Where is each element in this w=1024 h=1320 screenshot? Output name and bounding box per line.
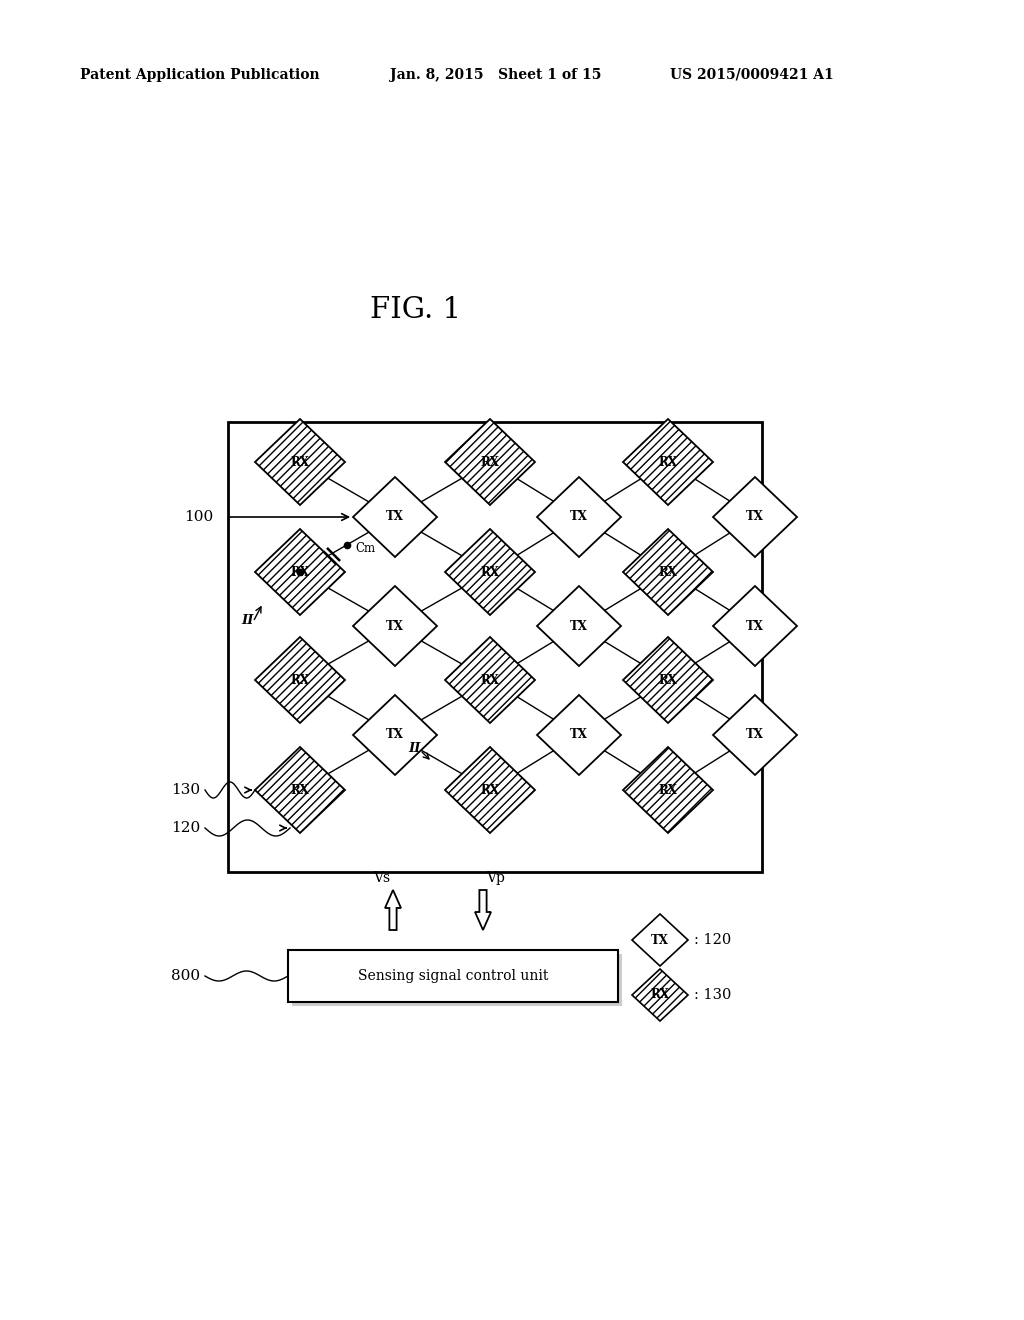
Text: RX: RX bbox=[291, 455, 309, 469]
Text: TX: TX bbox=[570, 729, 588, 742]
Polygon shape bbox=[445, 418, 535, 506]
Text: 130: 130 bbox=[171, 783, 200, 797]
Text: Vs: Vs bbox=[373, 871, 390, 884]
Text: RX: RX bbox=[291, 565, 309, 578]
Text: TX: TX bbox=[570, 619, 588, 632]
Text: TX: TX bbox=[746, 511, 764, 524]
Text: RX: RX bbox=[658, 455, 678, 469]
Polygon shape bbox=[632, 913, 688, 966]
Polygon shape bbox=[445, 529, 535, 615]
Polygon shape bbox=[623, 529, 713, 615]
Text: Jan. 8, 2015   Sheet 1 of 15: Jan. 8, 2015 Sheet 1 of 15 bbox=[390, 69, 601, 82]
Bar bbox=[292, 954, 622, 1006]
Polygon shape bbox=[537, 586, 621, 667]
Polygon shape bbox=[713, 586, 797, 667]
Text: US 2015/0009421 A1: US 2015/0009421 A1 bbox=[670, 69, 834, 82]
Polygon shape bbox=[255, 418, 345, 506]
Polygon shape bbox=[713, 477, 797, 557]
Text: 800: 800 bbox=[171, 969, 200, 983]
Polygon shape bbox=[255, 747, 345, 833]
Polygon shape bbox=[445, 747, 535, 833]
Text: RX: RX bbox=[658, 673, 678, 686]
Text: TX: TX bbox=[386, 511, 403, 524]
Polygon shape bbox=[475, 890, 490, 931]
Polygon shape bbox=[623, 638, 713, 723]
Text: RX: RX bbox=[291, 784, 309, 796]
Text: II: II bbox=[409, 742, 421, 755]
Text: Patent Application Publication: Patent Application Publication bbox=[80, 69, 319, 82]
Text: RX: RX bbox=[658, 784, 678, 796]
Polygon shape bbox=[623, 747, 713, 833]
Bar bbox=[288, 950, 618, 1002]
Polygon shape bbox=[353, 696, 437, 775]
Polygon shape bbox=[632, 969, 688, 1020]
Polygon shape bbox=[353, 586, 437, 667]
Text: TX: TX bbox=[570, 511, 588, 524]
Polygon shape bbox=[537, 696, 621, 775]
Text: 100: 100 bbox=[183, 510, 213, 524]
Text: 120: 120 bbox=[171, 821, 200, 836]
Text: TX: TX bbox=[746, 729, 764, 742]
Text: TX: TX bbox=[386, 619, 403, 632]
Polygon shape bbox=[445, 638, 535, 723]
Polygon shape bbox=[385, 890, 401, 931]
Text: TX: TX bbox=[746, 619, 764, 632]
Text: Cm: Cm bbox=[355, 543, 375, 554]
Text: TX: TX bbox=[651, 933, 669, 946]
Text: RX: RX bbox=[480, 784, 500, 796]
Text: : 120: : 120 bbox=[694, 933, 731, 946]
Text: FIG. 1: FIG. 1 bbox=[370, 296, 461, 323]
Text: RX: RX bbox=[650, 989, 670, 1002]
Text: RX: RX bbox=[658, 565, 678, 578]
Polygon shape bbox=[713, 696, 797, 775]
Polygon shape bbox=[255, 529, 345, 615]
Text: RX: RX bbox=[291, 673, 309, 686]
Polygon shape bbox=[353, 477, 437, 557]
Text: TX: TX bbox=[386, 729, 403, 742]
Text: RX: RX bbox=[480, 455, 500, 469]
Text: RX: RX bbox=[480, 565, 500, 578]
Text: RX: RX bbox=[480, 673, 500, 686]
Polygon shape bbox=[537, 477, 621, 557]
Text: Vp: Vp bbox=[486, 871, 505, 884]
Text: Sensing signal control unit: Sensing signal control unit bbox=[357, 969, 548, 983]
Text: II: II bbox=[242, 614, 254, 627]
Polygon shape bbox=[255, 638, 345, 723]
Text: : 130: : 130 bbox=[694, 987, 731, 1002]
Polygon shape bbox=[623, 418, 713, 506]
